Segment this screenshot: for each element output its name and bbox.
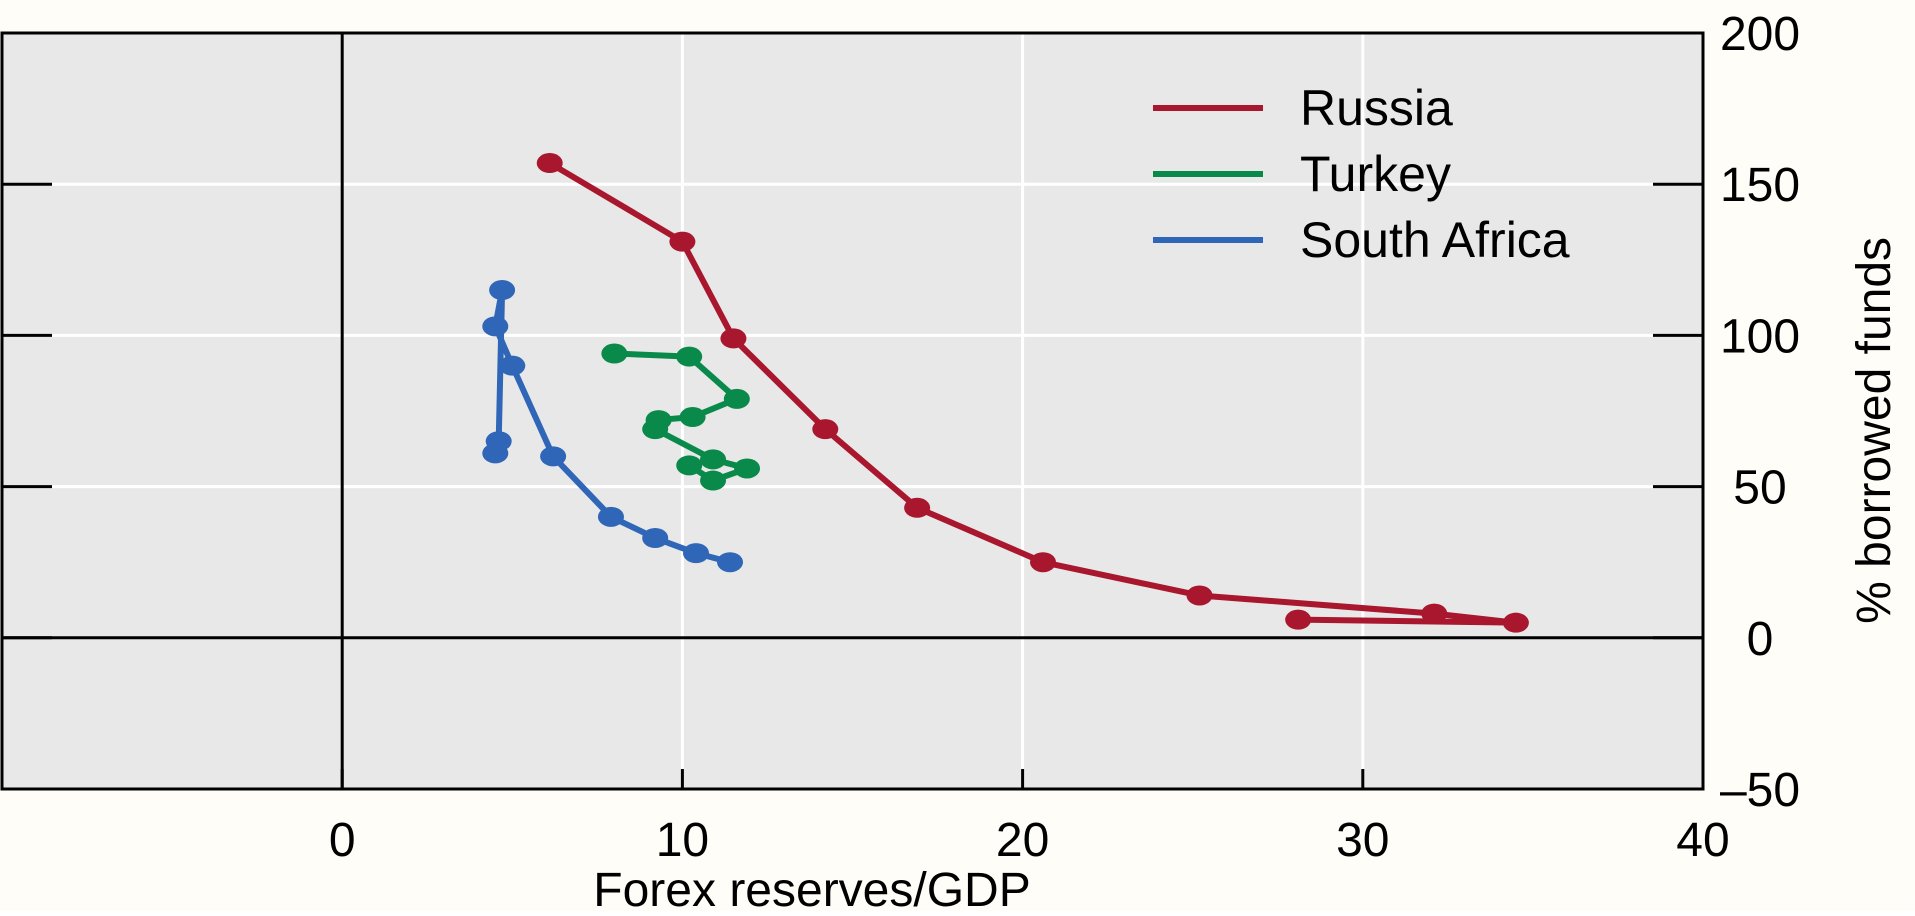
data-point-russia <box>720 328 747 349</box>
data-point-turkey <box>601 343 628 364</box>
data-point-turkey <box>700 470 727 491</box>
data-point-russia <box>1186 585 1213 606</box>
legend-label-russia: Russia <box>1300 80 1453 136</box>
data-point-russia <box>1502 612 1529 633</box>
series-russia <box>536 153 1529 633</box>
tick-labels: 0 10 20 30 40–50 0 50 100 150 200 <box>329 8 1800 867</box>
data-point-south-africa <box>540 446 567 467</box>
data-point-south-africa <box>489 280 516 301</box>
data-point-turkey <box>679 407 706 428</box>
series-turkey <box>601 343 761 491</box>
grid-lines <box>2 33 1703 789</box>
y-axis-title: % borrowed funds <box>1848 237 1901 624</box>
y-tick-label: 50 <box>1733 462 1786 515</box>
y-tick-label: 0 <box>1747 613 1774 666</box>
legend: Russia Turkey South Africa <box>1153 80 1570 268</box>
data-point-russia <box>536 153 563 174</box>
data-point-russia <box>1421 603 1448 624</box>
data-point-russia <box>812 419 839 440</box>
data-point-turkey <box>642 419 669 440</box>
x-tick-label: 20 <box>996 814 1049 867</box>
y-tick-label: 200 <box>1720 8 1800 61</box>
data-point-south-africa <box>717 552 744 573</box>
data-point-south-africa <box>597 506 624 527</box>
series-south-africa <box>482 280 744 573</box>
axis-lines <box>0 31 1705 791</box>
data-point-south-africa <box>482 316 509 337</box>
data-point-russia <box>1285 609 1312 630</box>
data-point-turkey <box>734 458 761 479</box>
data-point-south-africa <box>499 355 526 376</box>
x-tick-label: 40 <box>1676 814 1729 867</box>
data-point-south-africa <box>485 431 512 452</box>
series-group <box>482 153 1529 633</box>
y-tick-label: 100 <box>1720 310 1800 363</box>
y-tick-label: –50 <box>1720 764 1800 817</box>
legend-label-south-africa: South Africa <box>1300 212 1570 268</box>
data-point-south-africa <box>683 543 710 564</box>
x-tick-label: 0 <box>329 814 356 867</box>
data-point-russia <box>669 231 696 252</box>
x-axis-title: Forex reserves/GDP <box>593 864 1030 911</box>
x-tick-label: 10 <box>656 814 709 867</box>
plot-area <box>2 33 1703 789</box>
data-point-south-africa <box>642 528 669 549</box>
data-point-russia <box>904 497 931 518</box>
data-point-turkey <box>676 346 703 367</box>
plot-frame <box>0 31 1705 791</box>
data-point-russia <box>1030 552 1057 573</box>
legend-label-turkey: Turkey <box>1300 146 1451 202</box>
data-point-turkey <box>723 388 750 409</box>
y-tick-label: 150 <box>1720 159 1800 212</box>
data-point-turkey <box>676 455 703 476</box>
series-line-russia <box>546 160 1519 626</box>
x-tick-label: 30 <box>1336 814 1389 867</box>
data-point-turkey <box>700 449 727 470</box>
